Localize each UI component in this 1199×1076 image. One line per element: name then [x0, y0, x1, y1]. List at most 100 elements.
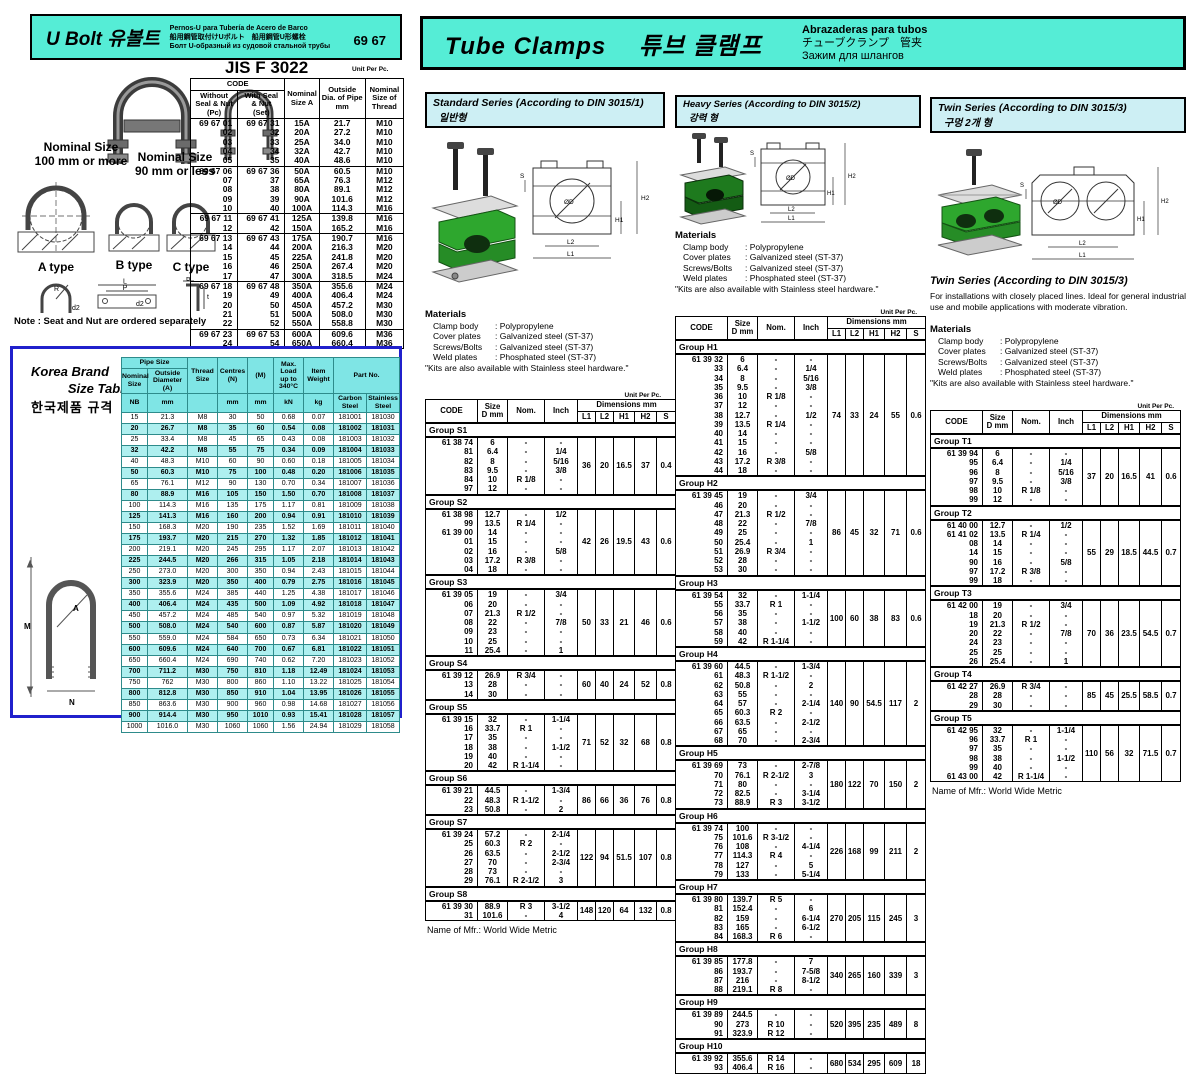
table-row: 450 457.2 M24 485 540 0.97 5.32 181019 181048 [121, 610, 400, 623]
table-row: 100 114.3 M16 135 175 1.17 0.81 181009 181038 [121, 499, 400, 512]
table-row: 24 54 650A 660.4 M36 [189, 338, 405, 349]
standard-series-header: Standard Series (According to DIN 3015/1… [425, 92, 665, 128]
table-row: 69 67 11 69 67 41 125A 139.8 M16 [189, 213, 405, 224]
table-row: 39 13.5 R 1/4- [676, 419, 926, 430]
table-row: 10 40 100A 114.3 M16 [189, 203, 405, 214]
table-row: 17 47 300A 318.5 M24 [189, 271, 405, 282]
table-row: 20 50 450A 457.2 M30 [189, 300, 405, 310]
table-row: 500 508.0 M24 540 600 0.87 5.87 181020 181049 [121, 621, 400, 634]
table-row: 1000 1016.0 M30 1060 1060 1.56 24.94 181029 1810… [121, 720, 400, 733]
heavy-materials: Materials Clamp body: Polypropylene Cover … [675, 230, 921, 294]
table-row: 99 40- - [931, 762, 1181, 773]
korea-ubolt-diagram: M A N [24, 557, 96, 707]
table-row: 64 57-2-1/4 [676, 699, 926, 709]
svg-text:N: N [69, 698, 75, 707]
table-row: 42 16-5/8 [676, 447, 926, 457]
table-row: 99 13.5 R 1/4- [426, 518, 676, 529]
svg-text:B type: B type [116, 258, 153, 272]
table-row: 07 37 65A 76.3 M12 [189, 175, 405, 186]
table-row: 84 10 R 1/8- [426, 475, 676, 485]
materials-row: Cover plates: Galvanized steel (ST-37) [433, 331, 594, 341]
table-row: 69 67 13 69 67 43 175A 190.7 M16 [189, 233, 405, 244]
table-row: 61 39 45 19-3/4 86 45 32 71 0.6 [676, 490, 926, 576]
standard-clamp-diagram: S ØD H1 H2 L2 L1 [431, 142, 650, 283]
svg-text:L2: L2 [1079, 241, 1086, 247]
table-row: 61 41 02 13.5 R 1/4- [931, 529, 1181, 540]
table-row: 61 39 89 244.5- -520 395 235 489 8 [676, 1009, 926, 1040]
table-row: 50 60.3 M10 75 100 0.48 0.20 181006 181035 [121, 466, 400, 479]
table-row: 96 33.7 R 1- [931, 735, 1181, 745]
table-row: 27 70-2-3/4 [426, 857, 676, 868]
table-row: 19 40- - [426, 751, 676, 762]
table-row: 38 12.7-1/2 [676, 410, 926, 420]
table-row: 63 55- - [676, 689, 926, 700]
materials-row: Clamp body: Polypropylene [683, 241, 804, 252]
twin-series-header: Twin Series (According to DIN 3015/3) 구멍… [930, 97, 1186, 133]
table-row: 20 26.7 M8 35 60 0.54 0.08 181002 181031 [121, 422, 400, 435]
table-row: 550 559.0 M24 584 650 0.73 6.34 181021 181050 [121, 632, 400, 645]
twin-materials: Materials Clamp body: Polypropylene Cover … [930, 324, 1186, 388]
table-row: 98 38-1-1/2 [931, 753, 1181, 763]
table-row: 81 6.4-1/4 [426, 447, 676, 457]
svg-text:S: S [750, 151, 754, 157]
group-row: Group T5 [930, 709, 1181, 726]
svg-text:H1: H1 [615, 217, 624, 224]
svg-text:ØD: ØD [786, 176, 796, 182]
table-row: 61 38 98 12.7-1/2 42 26 19.5 43 0.6 [426, 508, 676, 576]
table-row: 61 39 94 6- -37 20 16.5 41 0.6 [931, 448, 1181, 506]
table-row: 49 25- - [676, 528, 926, 538]
table-row: 26 63.5-2-1/2 [426, 848, 676, 858]
materials-row: Clamp body: Polypropylene [433, 320, 554, 331]
svg-text:L1: L1 [1079, 253, 1086, 259]
group-row: Group H7 [675, 879, 926, 896]
table-row: 650 660.4 M24 690 740 0.62 7.20 181023 181052 [121, 654, 400, 667]
materials-title: Materials [425, 309, 467, 320]
table-row: 10 25- - [426, 636, 676, 646]
materials-row: Cover plates: Galvanized steel (ST-37) [683, 252, 844, 262]
table-row: 07 21.3 R 1/2- [426, 608, 676, 619]
svg-text:P: P [123, 285, 128, 292]
table-row: 70 76.1 R 2-1/2 3 [676, 770, 926, 780]
table-row: 18 38-1-1/2 [426, 742, 676, 752]
table-row: 61 43 00 42 R 1-1/4- [931, 772, 1181, 782]
table-row: 81 152.4-6 [676, 904, 926, 914]
table-row: 95 6.4-1/4 [931, 458, 1181, 468]
table-row: 75 101.6 R 3-1/2- [676, 832, 926, 843]
heavy-series-column: Heavy Series (According to DIN 3015/2) 강… [675, 95, 927, 1074]
table-row: 02 32 20A 27.2 M10 [189, 127, 405, 138]
table-row: 16 46 250A 267.4 M20 [189, 261, 405, 272]
mfr-label: Name of Mfr.: World Wide Metric [427, 925, 557, 936]
group-row: Group S3 [425, 574, 676, 591]
table-row: 33 6.4-1/4 [676, 364, 926, 374]
table-row: 61 39 30 88.9 R 3 3-1/2 148 120 64 132 0.8 [426, 900, 676, 921]
standard-materials: Materials Clamp body: Polypropylene Cover … [425, 309, 665, 373]
group-row: Group S1 [425, 422, 676, 439]
jis-unit-label: Unit Per Pc. [352, 66, 389, 73]
ubolt-subtitles: Pernos-U para Tubería de Acero de Barco … [169, 24, 331, 50]
table-row: 83 9.5-3/8 [426, 465, 676, 476]
table-row: 08 38 80A 89.1 M12 [189, 185, 405, 195]
svg-text:d2: d2 [136, 301, 144, 308]
svg-text:L2: L2 [567, 239, 575, 246]
table-row: 09 23- - [426, 627, 676, 637]
table-row: 91 323.9 R 12- [676, 1028, 926, 1040]
table-row: 15 45 225A 241.8 M20 [189, 252, 405, 263]
table-row: 300 323.9 M20 350 400 0.79 2.75 181016 181045 [121, 577, 400, 590]
table-row: 200 219.1 M20 245 295 1.17 2.07 181013 181042 [121, 544, 400, 557]
table-row: 14 30- - [426, 689, 676, 700]
svg-text:R: R [54, 286, 59, 293]
table-row: 18 20- - [931, 610, 1181, 620]
nominal-size-large-label: Nominal Size 100 mm or more [34, 140, 128, 168]
table-row: 99 18- - [931, 576, 1181, 587]
svg-text:L: L [123, 279, 127, 286]
table-row: 90 16-5/8 [931, 557, 1181, 567]
table-row: 61 39 12 26.9 R 3/4-60 40 24 52 0.8 [426, 670, 676, 700]
table-row: 16 33.7 R 1- [426, 724, 676, 734]
table-row: 47 21.3 R 1/2- [676, 509, 926, 520]
svg-text:L1: L1 [567, 251, 575, 258]
table-row: 28 73- - [426, 867, 676, 877]
tube-clamps-banner: Tube Clamps 튜브 클램프 Abrazaderas para tubo… [420, 16, 1186, 70]
table-row: 26 25.4-1 [931, 656, 1181, 668]
table-row: 69 67 06 69 67 36 50A 60.5 M10 [189, 165, 405, 177]
ubolt-dimension-sketches: R d2 L P d2 B t [40, 277, 209, 313]
